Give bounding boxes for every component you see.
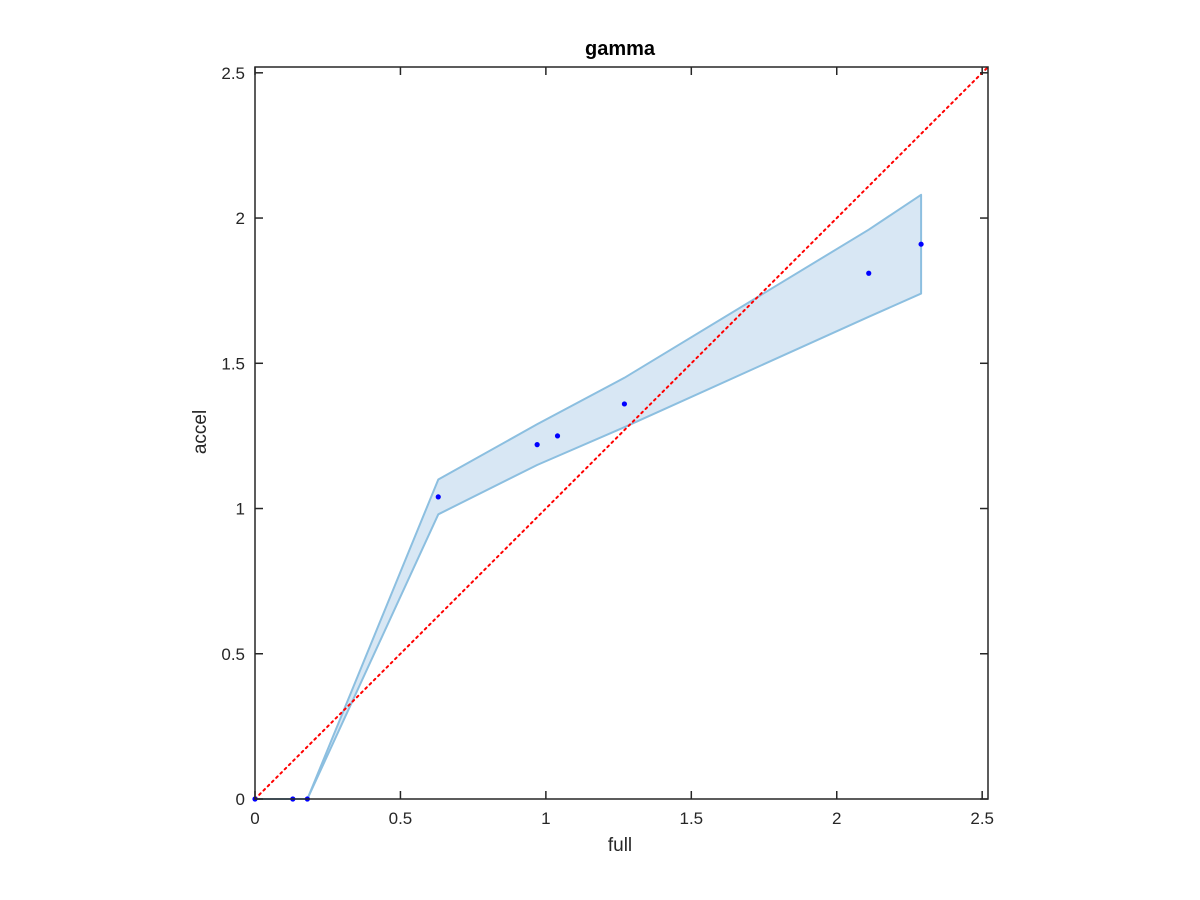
y-tick-label: 2.5 (221, 64, 245, 83)
chart-title: gamma (585, 38, 656, 60)
x-ticks: 0 0.5 1 1.5 2 2.5 (250, 67, 994, 828)
x-tick-label: 0 (250, 809, 259, 828)
y-tick-label: 1.5 (221, 354, 245, 373)
data-points-layer (252, 241, 924, 802)
data-point (554, 433, 561, 439)
y-ticks: 0 0.5 1 1.5 2 2.5 (221, 64, 988, 809)
y-tick-label: 0.5 (221, 645, 245, 664)
data-point (435, 494, 441, 500)
x-tick-label: 0.5 (389, 809, 413, 828)
y-tick-label: 0 (236, 790, 245, 809)
data-point (621, 401, 628, 407)
identity-reference-line (254, 66, 989, 800)
confidence-band (254, 193, 923, 800)
data-point (534, 442, 540, 448)
confidence-band-layer (254, 193, 923, 800)
y-tick-label: 2 (236, 209, 245, 228)
x-tick-label: 2 (832, 809, 841, 828)
x-tick-label: 2.5 (970, 809, 994, 828)
reference-line-layer (254, 66, 989, 800)
x-axis-label: full (608, 835, 632, 856)
y-axis-label: accel (190, 410, 211, 454)
plot-box (254, 66, 989, 800)
y-tick-label: 1 (236, 500, 245, 519)
data-point (918, 241, 924, 247)
x-tick-label: 1.5 (679, 809, 703, 828)
x-tick-label: 1 (541, 809, 550, 828)
axes-layer (254, 66, 989, 800)
data-point (866, 270, 872, 276)
